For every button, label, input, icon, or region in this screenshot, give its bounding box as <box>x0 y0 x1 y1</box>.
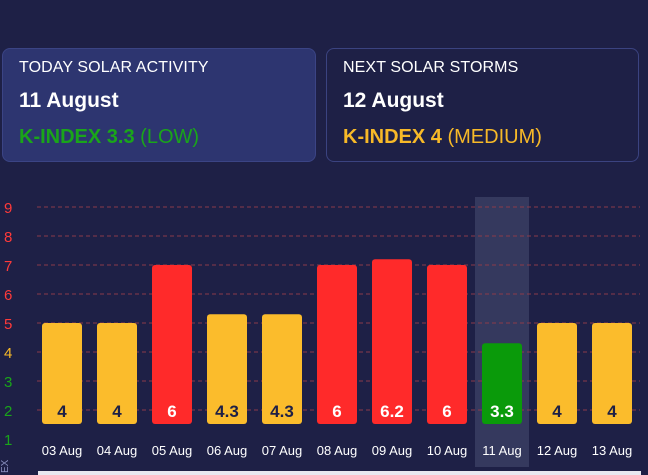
today-card-label: TODAY SOLAR ACTIVITY <box>19 59 209 76</box>
bar <box>482 343 522 424</box>
x-tick-label: 07 Aug <box>262 443 303 458</box>
today-activity-card: TODAY SOLAR ACTIVITY 11 August K-INDEX 3… <box>2 48 316 162</box>
x-tick-label: 12 Aug <box>537 443 578 458</box>
bar-value-label: 6.2 <box>380 402 404 421</box>
next-card-date: 12 August <box>343 89 444 112</box>
x-tick-label: 04 Aug <box>97 443 138 458</box>
x-tick-label: 08 Aug <box>317 443 358 458</box>
bar-value-label: 6 <box>167 402 176 421</box>
x-tick-label: 09 Aug <box>372 443 413 458</box>
bar <box>317 265 357 424</box>
today-kindex-level: (LOW) <box>140 126 200 148</box>
bar <box>152 265 192 424</box>
next-kindex-level: (MEDIUM) <box>447 126 542 148</box>
y-tick-label: 6 <box>4 287 12 304</box>
next-kindex-value: K-INDEX 4 <box>343 126 442 148</box>
x-tick-label: 13 Aug <box>592 443 633 458</box>
y-tick-label: 8 <box>4 229 12 246</box>
y-tick-label: 7 <box>4 258 12 275</box>
bar <box>207 314 247 424</box>
x-tick-label: 11 Aug <box>482 443 522 458</box>
next-kindex-line: K-INDEX 4 (MEDIUM) <box>343 126 622 149</box>
bar-value-label: 4.3 <box>215 402 239 421</box>
bar-value-label: 4 <box>607 402 617 421</box>
bar-value-label: 4 <box>57 402 67 421</box>
scroll-track <box>38 471 641 475</box>
x-tick-label: 10 Aug <box>427 443 468 458</box>
next-card-label: NEXT SOLAR STORMS <box>343 59 519 76</box>
bar-value-label: 4 <box>552 402 562 421</box>
bar-value-label: 4.3 <box>270 402 294 421</box>
bar <box>592 323 632 424</box>
bar <box>262 314 302 424</box>
bar-value-label: 6 <box>332 402 341 421</box>
y-axis-label: EX <box>0 459 11 473</box>
bar <box>97 323 137 424</box>
selected-day-highlight <box>475 197 529 467</box>
y-tick-label: 2 <box>4 403 12 420</box>
bar-value-label: 3.3 <box>490 402 514 421</box>
bar <box>537 323 577 424</box>
next-storms-card: NEXT SOLAR STORMS 12 August K-INDEX 4 (M… <box>326 48 639 162</box>
y-tick-label: 5 <box>4 316 12 333</box>
today-kindex-value: K-INDEX 3.3 <box>19 126 135 148</box>
y-tick-label: 4 <box>4 345 12 362</box>
x-tick-label: 03 Aug <box>42 443 83 458</box>
today-kindex-line: K-INDEX 3.3 (LOW) <box>19 126 299 149</box>
bar-value-label: 4 <box>112 402 122 421</box>
y-tick-label: 9 <box>4 200 12 217</box>
today-card-date: 11 August <box>19 89 119 112</box>
bar <box>427 265 467 424</box>
bar-value-label: 6 <box>442 402 451 421</box>
x-tick-label: 06 Aug <box>207 443 248 458</box>
bar <box>42 323 82 424</box>
bar <box>372 259 412 424</box>
y-tick-label: 3 <box>4 374 12 391</box>
x-tick-label: 05 Aug <box>152 443 193 458</box>
y-tick-label: 1 <box>4 432 12 449</box>
kindex-bar-chart: 1 2 3 4 5 6 7 8 9 4 03 Aug 4 04 Aug 6 05 Aug 4.3 06 Aug 4… <box>4 197 640 467</box>
